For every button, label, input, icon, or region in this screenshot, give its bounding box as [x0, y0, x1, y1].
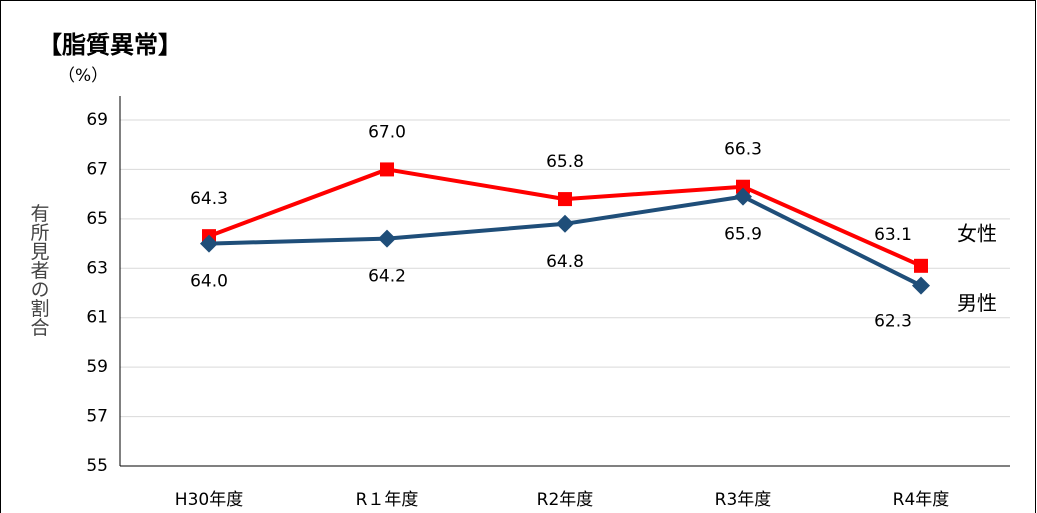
- marker: [556, 214, 574, 233]
- data-label: 66.3: [724, 140, 762, 160]
- series-line: [208, 194, 922, 288]
- data-label: 64.3: [190, 189, 228, 209]
- y-tick-label: 65: [86, 209, 108, 229]
- y-unit: （%）: [58, 66, 108, 86]
- data-label: 64.0: [190, 272, 228, 292]
- marker: [734, 187, 752, 206]
- y-tick-label: 63: [86, 258, 108, 278]
- series-name: 女性: [957, 221, 997, 245]
- x-tick-label: H30年度: [175, 490, 243, 510]
- y-tick-label: 55: [86, 456, 108, 476]
- data-label: 65.8: [546, 152, 584, 172]
- data-label: 67.0: [368, 122, 406, 142]
- marker: [736, 179, 750, 194]
- y-tick-label: 67: [86, 159, 108, 179]
- marker: [914, 258, 928, 273]
- data-label: 64.2: [368, 267, 406, 287]
- data-label: 65.9: [724, 225, 762, 245]
- marker: [380, 162, 394, 177]
- data-label: 62.3: [874, 312, 912, 332]
- data-label: 64.8: [546, 252, 584, 272]
- y-axis-label: 有所見者の割合: [28, 203, 50, 336]
- marker: [200, 234, 218, 253]
- x-tick-label: R１年度: [356, 490, 419, 510]
- y-tick-label: 57: [86, 407, 108, 427]
- x-tick-label: R2年度: [537, 490, 594, 510]
- marker: [912, 276, 930, 295]
- x-tick-label: R4年度: [893, 490, 950, 510]
- chart-title: 【脂質異常】: [38, 31, 182, 59]
- y-tick-label: 69: [86, 110, 108, 130]
- marker: [378, 229, 396, 248]
- data-label: 63.1: [874, 225, 912, 245]
- y-tick-label: 61: [86, 308, 108, 328]
- y-tick-label: 59: [86, 357, 108, 377]
- marker: [558, 192, 572, 207]
- series-name: 男性: [957, 291, 997, 315]
- x-tick-label: R3年度: [715, 490, 772, 510]
